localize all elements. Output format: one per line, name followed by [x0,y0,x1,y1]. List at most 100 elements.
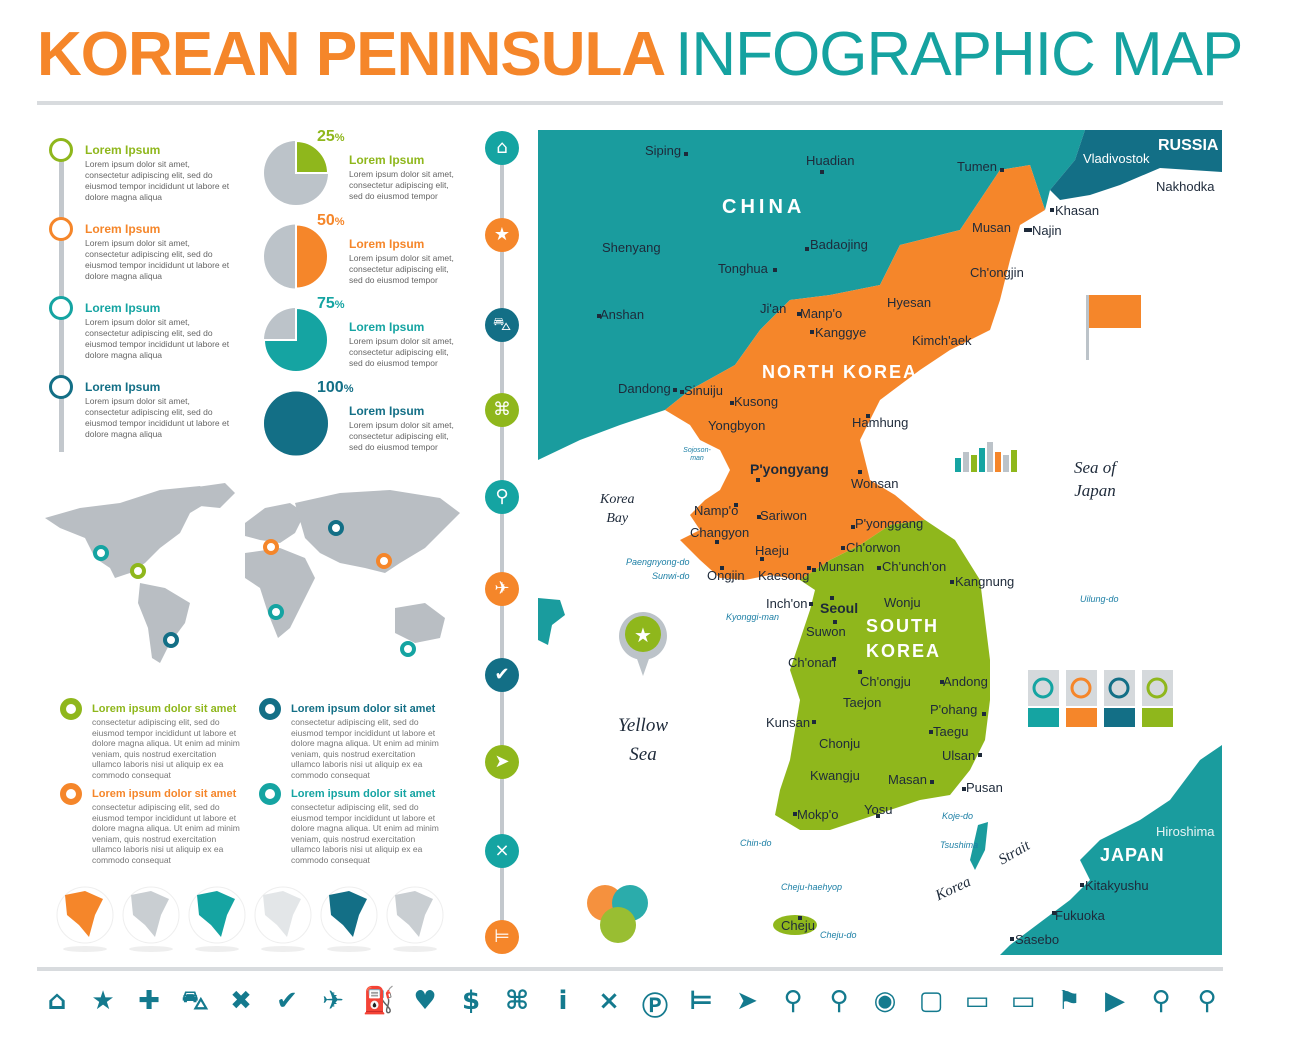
city-label: Yongbyon [708,418,766,433]
parking-icon[interactable]: Ⓟ [641,992,668,1022]
city-dot-icon [858,670,862,674]
city-label: Haeju [755,543,789,558]
fork-knife-icon[interactable]: ⨯ [485,834,519,868]
water-label-line: Sea of [1074,458,1117,477]
minor-water-label: Cheju-do [820,930,857,940]
map-pin-small-icon[interactable]: ⚲ [829,986,849,1016]
info-icon[interactable]: i [558,986,568,1016]
location-pin-icon[interactable] [263,539,279,555]
fuel-icon[interactable]: ⛽ [362,986,396,1016]
location-pin-icon[interactable] [93,545,109,561]
bed-icon[interactable]: ⊨ [689,986,713,1016]
map-pin-icon[interactable]: ⚲ [783,986,803,1016]
city-label: Fukuoka [1055,908,1105,923]
pie-slice [264,391,328,456]
water-label-line: Yellow [618,715,668,736]
fork-knife-icon[interactable]: ⨯ [598,986,620,1016]
location-pin-icon[interactable] [328,520,344,536]
city-dot-icon [756,478,760,482]
city-label: Sinuiju [684,383,724,398]
navigation-icon[interactable]: ➤ [736,986,758,1016]
city-label: Masan [888,772,928,787]
pie-title: Lorem Ipsum [349,236,425,251]
location-pin-icon[interactable] [163,632,179,648]
city-label: Sariwon [760,508,807,523]
city-label: Ji'an [760,301,787,316]
home-icon[interactable]: ⌂ [485,131,519,165]
location-pin-icon[interactable] [400,641,416,657]
bed-icon[interactable]: ⊨ [485,920,519,954]
location-pin-icon[interactable] [376,553,392,569]
pennant-icon[interactable]: ▶ [1105,986,1125,1016]
city-dot-icon [720,566,724,570]
venn-circles-icon [587,885,648,943]
city-label: Andong [943,674,988,689]
command-icon[interactable]: ⌘ [485,393,519,427]
bottom-icon-bar: ⌂ ★ ✚ ⛍ ✖ ✔ ✈ ⛽ ♥ $ ⌘ i ⨯ Ⓟ ⊨ ➤ ⚲ ⚲ ◉ ▢ ▭ ▭ ⚑ ▶ ⚲ ⚲ [37,986,1227,1023]
pie-text: Lorem ipsum dolor sit amet, consectetur … [349,336,454,368]
decorations: ★ [587,295,1173,943]
greenland [190,483,235,508]
minor-water-label: Uilung-do [1080,594,1119,604]
star-icon[interactable]: ★ [485,218,519,252]
target-pin-icon[interactable]: ◉ [873,986,897,1016]
dollar-icon[interactable]: $ [461,986,481,1016]
close-icon[interactable]: ✖ [230,986,252,1016]
city-label: Yosu [864,802,893,817]
check-icon[interactable]: ✔ [276,986,298,1016]
city-label: Najin [1032,223,1062,238]
city-dot-icon [597,314,601,318]
check-icon[interactable]: ✔ [485,658,519,692]
location-pin-icon[interactable] [268,604,284,620]
car-icon[interactable]: ⛍ [181,986,209,1016]
city-label: Kunsan [766,715,811,730]
block-marker-icon [60,783,82,805]
pin-star-icon: ★ [619,612,667,676]
timeline-title: Lorem Ipsum [85,301,161,315]
flag-icon[interactable]: ⚑ [1057,986,1081,1016]
pie-percent-value: 75 [317,295,335,312]
timeline-marker [49,138,73,162]
plane-icon[interactable]: ✈ [322,986,344,1016]
city-label: Musan [972,220,1012,235]
block-marker-icon [60,698,82,720]
water-label-line: Bay [606,511,629,526]
home-icon[interactable]: ⌂ [47,986,67,1016]
pie-text: Lorem ipsum dolor sit amet, consectetur … [349,169,454,201]
water-label-korea-bay: Korea Bay [600,490,634,528]
globes-row [56,886,444,952]
city-label: P'ohang [930,702,978,717]
city-dot-icon [757,515,761,519]
car-icon[interactable]: ⛍ [485,308,519,342]
australia [395,603,445,643]
navigation-icon[interactable]: ➤ [485,745,519,779]
heart-icon[interactable]: ♥ [413,986,437,1016]
star-icon[interactable]: ★ [91,986,115,1016]
magnifier-icon[interactable]: ⚲ [1197,986,1217,1016]
russia-region [1050,130,1222,200]
pie-slice [295,139,330,174]
speech-bubble-icon[interactable]: ▭ [964,986,990,1016]
city-label: Suwon [806,624,846,639]
push-pin-icon[interactable]: ⚲ [1151,986,1171,1016]
location-pin-icon[interactable] [130,563,146,579]
pie-percent-unit: % [334,215,345,228]
city-label: Seoul [820,600,859,616]
country-label-north-korea: NORTH KOREA [762,362,918,382]
plane-icon[interactable]: ✈ [485,572,519,606]
city-label: Munsan [818,559,865,574]
block-text: consectetur adipiscing elit, sed do eius… [291,802,439,865]
timeline-text: Lorem ipsum dolor sit amet, consectetur … [85,317,230,360]
wide-speech-bubble-icon[interactable]: ▭ [1010,986,1036,1016]
north-korea-region [665,165,1045,580]
map-pin-icon[interactable]: ⚲ [485,480,519,514]
timeline-text: Lorem ipsum dolor sit amet, consectetur … [85,396,230,439]
plus-icon[interactable]: ✚ [138,986,160,1016]
water-label-line: Korea [600,492,635,507]
flag-icon [1086,295,1141,360]
city-dot-icon [940,680,944,684]
square-pin-icon[interactable]: ▢ [918,986,944,1016]
city-label: Manp'o [800,306,843,321]
command-icon[interactable]: ⌘ [504,986,530,1016]
